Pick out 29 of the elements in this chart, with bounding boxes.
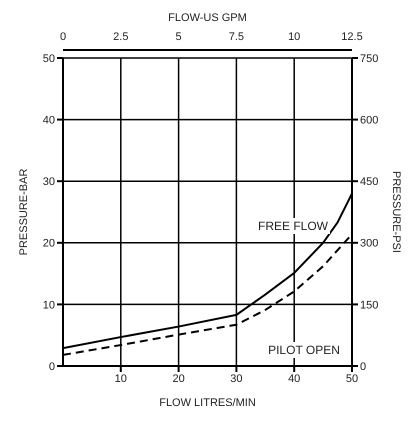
x2-tick-label: 5	[176, 31, 182, 43]
x2-tick-label: 0	[60, 31, 66, 43]
y-tick-label: 40	[42, 114, 55, 127]
y2-tick-label: 750	[360, 52, 378, 65]
y-tick-label: 30	[42, 176, 55, 188]
x-tick-label: 20	[172, 372, 185, 385]
x-axis-title: FLOW LITRES/MIN	[159, 397, 256, 409]
x-tick-label: 50	[346, 372, 358, 385]
x2-tick-label: 10	[288, 31, 300, 43]
x-tick-label: 40	[288, 372, 300, 385]
x-tick-label: 10	[114, 372, 127, 385]
x2-tick-label: 12.5	[341, 31, 363, 43]
x2-axis-title: FLOW-US GPM	[168, 12, 247, 24]
annotation: FREE FLOW	[256, 218, 330, 234]
annotation: PILOT OPEN	[266, 342, 342, 358]
y-tick-label: 0	[48, 360, 55, 373]
y-axis-title: PRESSURE-BAR	[18, 168, 30, 256]
y-tick-label: 50	[42, 52, 55, 65]
y2-axis-title: PRESSURE-PSI	[390, 171, 402, 253]
y2-tick-label: 0	[360, 360, 366, 373]
x-tick-label: 30	[230, 372, 243, 385]
y2-tick-label: 600	[360, 114, 378, 127]
y2-tick-label: 450	[360, 176, 378, 188]
x2-tick-label: 2.5	[113, 31, 128, 43]
y2-tick-label: 300	[360, 238, 378, 250]
x2-tick-label: 7.5	[228, 31, 244, 43]
y-tick-label: 20	[42, 238, 55, 250]
y2-tick-label: 150	[360, 299, 378, 312]
y-tick-label: 10	[42, 299, 55, 312]
